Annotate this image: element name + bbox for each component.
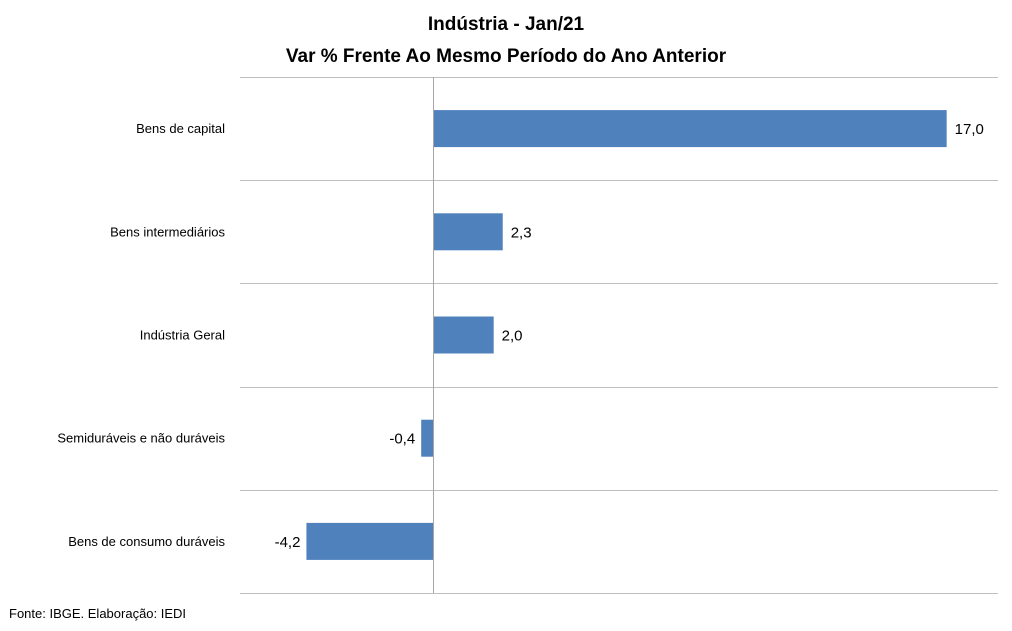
chart-subtitle: Var % Frente Ao Mesmo Período do Ano Ant… [286, 46, 727, 67]
category-label: Semiduráveis e não duráveis [57, 431, 225, 446]
data-label: 17,0 [955, 121, 984, 138]
labels: Bens de capital 17,0 Bens intermediários 2,… [57, 121, 984, 551]
category-label: Bens de consumo duráveis [68, 534, 225, 549]
data-label: 2,0 [502, 328, 523, 345]
bars [306, 110, 947, 560]
gridlines [240, 77, 998, 594]
data-label: 2,3 [511, 224, 532, 241]
bar-chart: Indústria - Jan/21 Var % Frente Ao Mesmo… [57, 14, 998, 594]
bar [306, 522, 434, 560]
source-note: Fonte: IBGE. Elaboração: IEDI [9, 606, 187, 621]
data-label: -0,4 [389, 431, 415, 448]
bar [421, 419, 434, 457]
chart-title: Indústria - Jan/21 [428, 14, 585, 35]
category-label: Bens intermediários [110, 224, 225, 239]
bar [433, 110, 947, 148]
data-label: -4,2 [275, 534, 301, 551]
category-label: Bens de capital [136, 121, 225, 136]
bar [433, 213, 503, 251]
category-label: Indústria Geral [140, 328, 225, 343]
bar [433, 316, 494, 354]
